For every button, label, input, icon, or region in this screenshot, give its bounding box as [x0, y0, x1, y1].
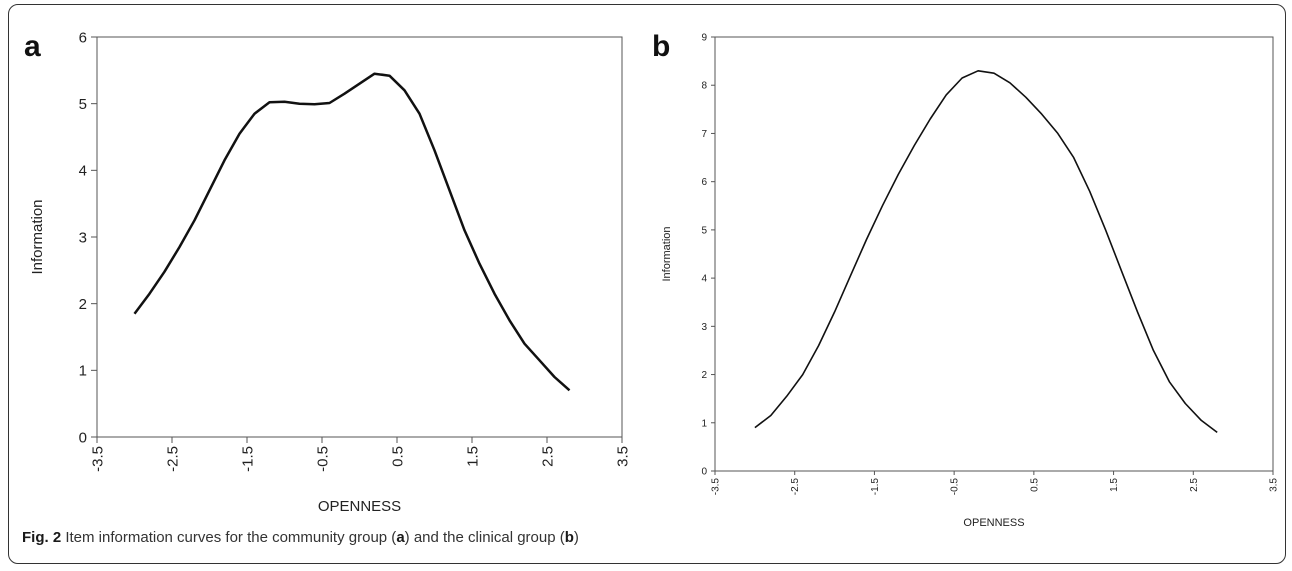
y-tick-label: 0 — [701, 467, 707, 478]
caption-text-1: Item information curves for the communit… — [61, 529, 397, 546]
y-tick-label: 3 — [79, 229, 87, 246]
chart-panel-b: 0 1 2 3 4 5 6 7 8 9 -3.5 -2.5 -1.5 -0.5 0.5 1.5 2.5 3.5 OP… — [661, 33, 1280, 530]
x-tick-label: -0.5 — [950, 478, 961, 496]
x-tick-label: 2.5 — [1189, 478, 1200, 492]
y-tick-label: 4 — [701, 274, 707, 285]
x-tick-label: -1.5 — [870, 478, 881, 496]
figure-caption: Fig. 2 Item information curves for the c… — [22, 529, 579, 546]
y-tick-label: 6 — [701, 177, 707, 188]
x-tick-label: 1.5 — [1109, 478, 1120, 492]
x-tick-label: 1.5 — [464, 446, 481, 467]
x-tick-label: -1.5 — [239, 446, 256, 472]
y-tick-label: 1 — [701, 418, 707, 429]
y-tick-label: 5 — [701, 225, 707, 236]
y-tick-label: 2 — [701, 370, 707, 381]
y-tick-label: 2 — [79, 296, 87, 313]
y-tick-label: 5 — [79, 96, 87, 113]
x-axis-label: OPENNESS — [318, 498, 401, 515]
plot-area-b — [714, 36, 1274, 472]
y-tick-label: 6 — [79, 29, 87, 46]
x-tick-label: 0.5 — [389, 446, 406, 467]
series-line — [133, 72, 571, 392]
x-tick-label: -0.5 — [314, 446, 331, 472]
x-tick-label: 2.5 — [539, 446, 556, 467]
x-tick-label: -3.5 — [89, 446, 106, 472]
caption-b: b — [564, 529, 574, 546]
x-tick-label: -2.5 — [790, 478, 801, 496]
caption-a: a — [396, 529, 405, 546]
chart-panel-a: 0 1 2 3 4 5 6 -3.5 -2.5 -1.5 -0.5 0.5 1.5 2.5 3.5 OPENN… — [29, 29, 631, 515]
panel-label-b: b — [652, 30, 671, 63]
series-line — [754, 70, 1218, 434]
x-tick-label: 0.5 — [1029, 478, 1040, 492]
y-tick-label: 9 — [701, 33, 707, 44]
x-tick-label: 3.5 — [614, 446, 631, 467]
y-axis-label: Information — [661, 226, 673, 281]
y-tick-label: 0 — [79, 429, 87, 446]
panel-label-a: a — [24, 30, 41, 63]
caption-prefix: Fig. 2 — [22, 529, 62, 546]
plot-area-a — [96, 36, 623, 438]
y-tick-label: 4 — [79, 163, 87, 180]
caption-text-3: ) — [573, 529, 579, 546]
y-tick-label: 7 — [701, 129, 707, 140]
x-tick-label: 3.5 — [1269, 478, 1280, 492]
x-tick-label: -2.5 — [164, 446, 181, 472]
caption-text-2: ) and the clinical group ( — [404, 529, 565, 546]
y-tick-label: 3 — [701, 322, 707, 333]
x-tick-label: -3.5 — [711, 478, 722, 496]
y-tick-label: 8 — [701, 81, 707, 92]
x-axis-label: OPENNESS — [963, 517, 1024, 529]
y-tick-label: 1 — [79, 363, 87, 380]
y-axis-label: Information — [29, 199, 46, 274]
